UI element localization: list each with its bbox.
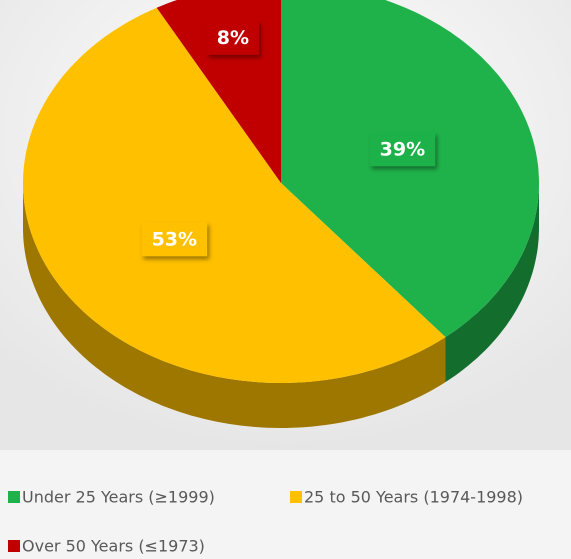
data-label-text: 8% xyxy=(217,27,249,49)
data-label-box xyxy=(206,20,260,55)
legend-swatch xyxy=(8,491,20,503)
legend-swatch xyxy=(8,540,20,552)
legend-swatch xyxy=(290,491,302,503)
legend-background xyxy=(0,450,571,559)
legend-label: 25 to 50 Years (1974-1998) xyxy=(304,488,523,507)
data-label: 39% xyxy=(369,132,436,167)
legend-label: Under 25 Years (≥1999) xyxy=(22,488,215,507)
data-label: 53% xyxy=(141,222,208,257)
data-label-box xyxy=(141,222,208,257)
slice-side xyxy=(23,183,446,428)
slice xyxy=(281,0,539,338)
pie-sides xyxy=(23,183,539,428)
data-label: 8% xyxy=(206,20,260,55)
data-label-text: 39% xyxy=(380,139,425,161)
slice-side xyxy=(445,183,539,383)
data-label-text: 53% xyxy=(152,229,197,251)
data-label-box xyxy=(369,132,436,167)
data-labels: 39% 53% 8% xyxy=(141,20,436,257)
legend: Under 25 Years (≥1999) 25 to 50 Years (19… xyxy=(8,488,523,556)
pie-tops xyxy=(23,0,539,383)
legend-label: Over 50 Years (≤1973) xyxy=(22,537,205,556)
slice xyxy=(23,7,446,383)
